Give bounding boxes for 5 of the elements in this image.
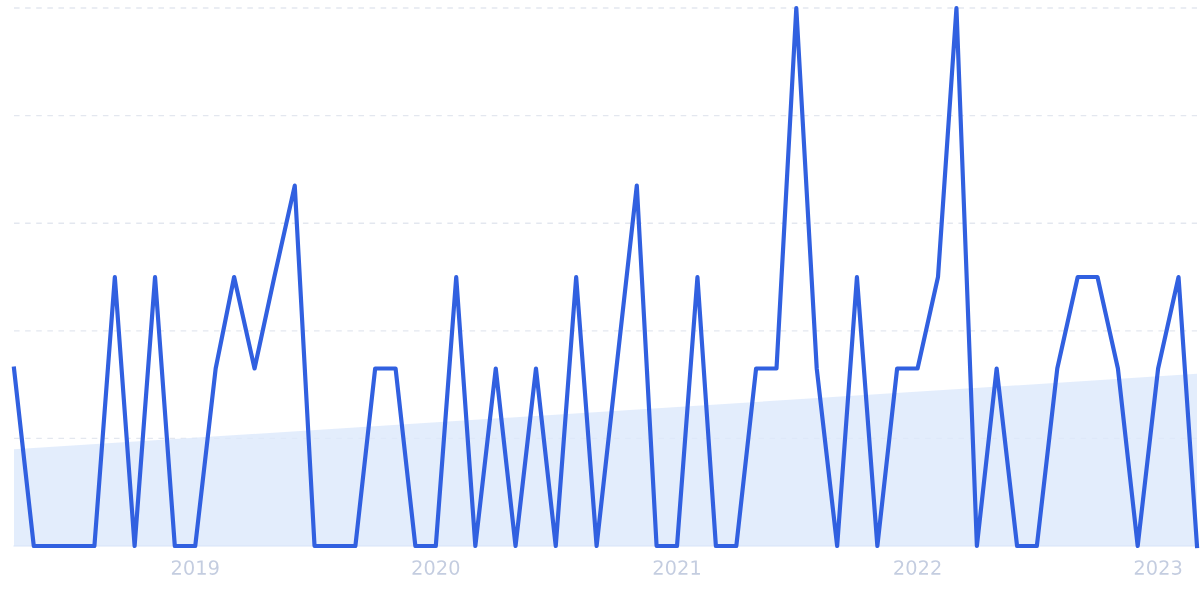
- x-tick-label: 2022: [894, 560, 941, 575]
- x-tick-label: 2021: [653, 560, 700, 575]
- x-tick-label: 2023: [1134, 560, 1182, 575]
- x-tick-label: 2019: [171, 560, 219, 575]
- x-tick-label: 2020: [412, 560, 460, 575]
